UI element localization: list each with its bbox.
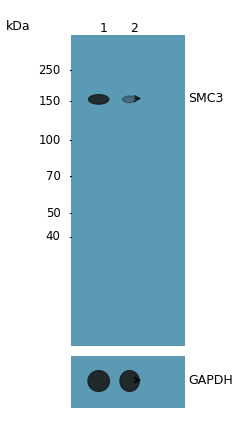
- Text: 1: 1: [99, 22, 107, 35]
- Text: 2: 2: [130, 22, 138, 35]
- Ellipse shape: [88, 371, 109, 391]
- Text: 250: 250: [38, 64, 61, 77]
- Text: 70: 70: [46, 170, 61, 183]
- Text: 150: 150: [38, 95, 61, 108]
- Text: SMC3: SMC3: [188, 92, 223, 105]
- Ellipse shape: [89, 95, 109, 104]
- Text: 40: 40: [46, 230, 61, 243]
- Text: 50: 50: [46, 207, 61, 220]
- Ellipse shape: [122, 96, 137, 103]
- FancyBboxPatch shape: [71, 35, 185, 346]
- Text: 100: 100: [38, 134, 61, 147]
- FancyBboxPatch shape: [71, 356, 185, 408]
- Text: kDa: kDa: [6, 20, 30, 33]
- Ellipse shape: [120, 371, 139, 391]
- Text: GAPDH: GAPDH: [188, 374, 233, 387]
